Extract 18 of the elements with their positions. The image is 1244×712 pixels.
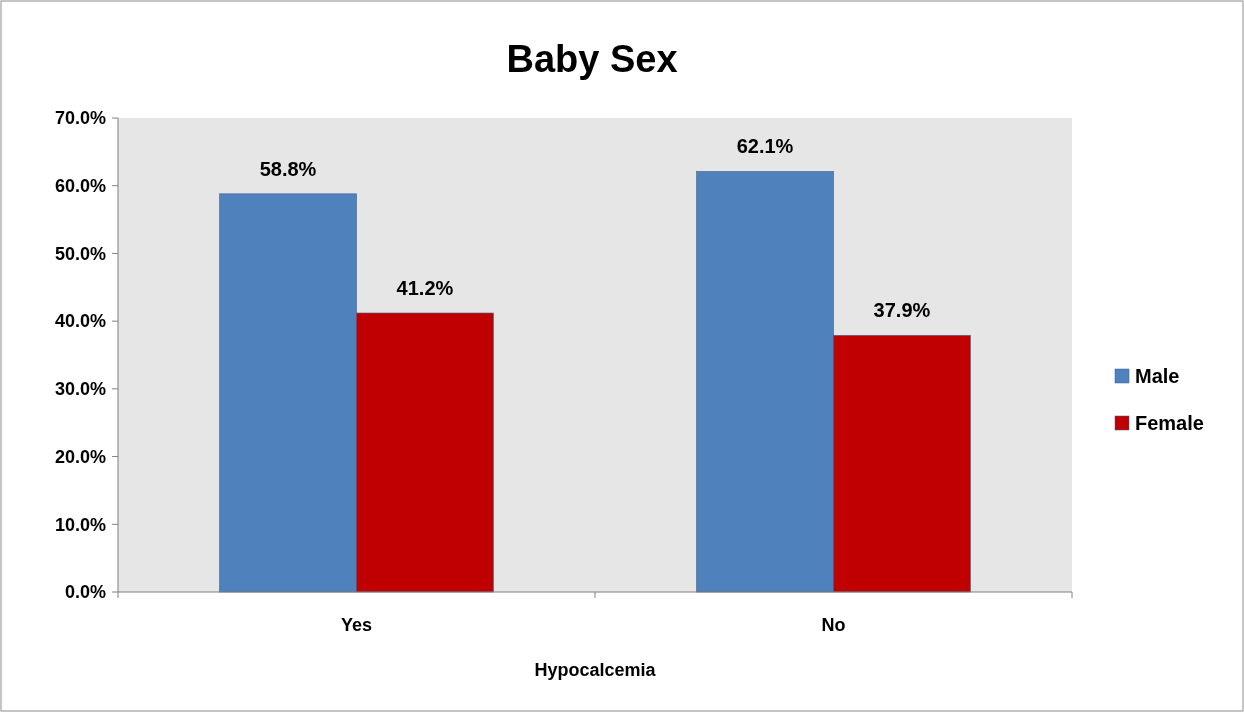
data-label: 58.8% [259,157,317,180]
y-tick-label: 0.0% [64,582,106,603]
data-label: 37.9% [873,299,931,322]
y-tick-label: 50.0% [54,243,106,264]
data-label: 41.2% [396,277,454,300]
x-axis-title: Hypocalcemia [534,660,657,680]
y-tick-label: 10.0% [54,514,106,535]
y-tick-label: 60.0% [54,176,106,197]
y-tick-label: 30.0% [54,379,106,400]
x-tick-label: Yes [340,615,373,635]
legend-label: Male [1135,365,1180,387]
y-tick-label: 70.0% [54,108,106,129]
data-label: 62.1% [736,135,794,158]
y-tick-label: 40.0% [54,311,106,332]
y-tick-label: 20.0% [54,446,106,467]
legend-label: Female [1135,412,1204,434]
x-tick-label: No [821,615,846,635]
chart-title: Baby Sex [506,38,678,80]
